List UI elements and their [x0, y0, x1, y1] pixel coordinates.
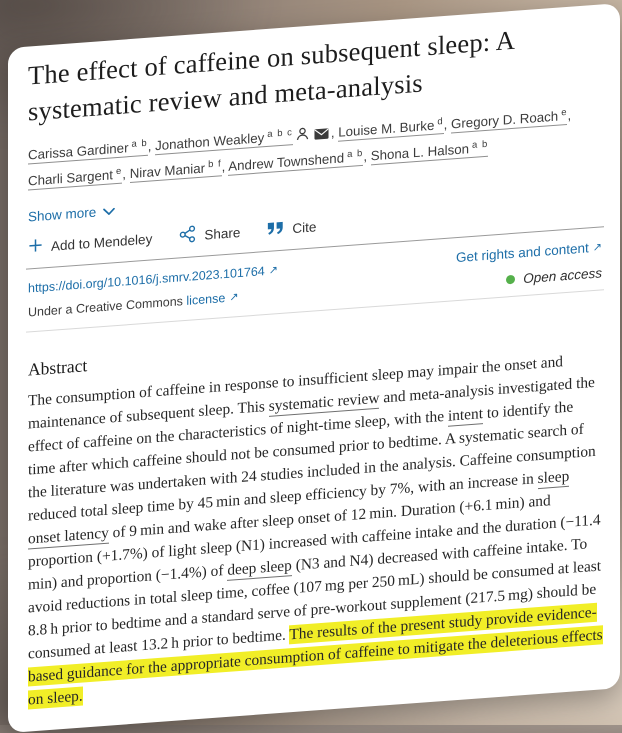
author-link[interactable]: Andrew Townshend a b: [228, 147, 364, 176]
add-to-mendeley-label: Add to Mendeley: [51, 230, 153, 254]
share-label: Share: [204, 224, 241, 243]
abstract-text: The consumption of caffeine in response …: [28, 347, 604, 711]
external-link-icon: ↗: [229, 290, 239, 304]
person-icon[interactable]: [295, 123, 310, 147]
cite-button[interactable]: Cite: [267, 218, 316, 239]
term-link[interactable]: intent: [447, 405, 483, 427]
author-separator: ,: [443, 116, 452, 133]
author-link[interactable]: Nirav Maniar b f: [129, 158, 222, 184]
share-icon: [179, 225, 196, 246]
author-separator: ,: [122, 166, 130, 182]
share-button[interactable]: Share: [179, 222, 240, 246]
envelope-icon[interactable]: [314, 121, 329, 145]
action-bar: Add to Mendeley Share Cite: [28, 195, 604, 257]
open-access-row: Open access: [456, 265, 602, 291]
show-more-button[interactable]: Show more: [28, 203, 116, 225]
author-separator: ,: [147, 138, 156, 154]
rights-link-row: Get rights and content ↗: [456, 239, 602, 265]
author-list: Carissa Gardiner a b, Jonathon Weakley a b…: [28, 98, 604, 192]
get-rights-link[interactable]: Get rights and content: [455, 240, 589, 266]
open-access-label: Open access: [523, 265, 602, 287]
plus-icon: [28, 237, 43, 256]
open-access-dot-icon: [506, 274, 516, 285]
creative-commons-text: Under a Creative Commons: [28, 294, 183, 320]
cite-label: Cite: [292, 218, 317, 236]
author-link[interactable]: Gregory D. Roach e: [451, 106, 568, 134]
term-link[interactable]: deep sleep: [227, 557, 292, 581]
meta-left-column: https://doi.org/10.1016/j.smrv.2023.1017…: [28, 263, 278, 322]
chevron-down-icon: [103, 203, 116, 219]
term-link[interactable]: systematic review: [268, 389, 380, 417]
cite-quote-icon: [267, 220, 284, 238]
add-to-mendeley-button[interactable]: Add to Mendeley: [28, 229, 152, 256]
author-link[interactable]: Carissa Gardiner a b: [28, 137, 148, 165]
author-link[interactable]: Louise M. Burke d: [338, 116, 444, 142]
author-link[interactable]: Charli Sargent e: [28, 165, 123, 191]
external-link-icon: ↗: [268, 263, 278, 277]
show-more-label: Show more: [28, 204, 97, 225]
author-link[interactable]: Jonathon Weakley a b c: [155, 127, 293, 156]
author-link[interactable]: Shona L. Halson a b: [370, 138, 489, 166]
external-link-icon: ↗: [592, 240, 602, 255]
license-link[interactable]: license: [186, 291, 226, 308]
meta-right-column: Get rights and content ↗ Open access: [456, 239, 602, 291]
author-separator: ,: [567, 107, 572, 123]
author-separator: ,: [363, 148, 371, 164]
article-card: The effect of caffeine on subsequent sle…: [8, 3, 620, 733]
